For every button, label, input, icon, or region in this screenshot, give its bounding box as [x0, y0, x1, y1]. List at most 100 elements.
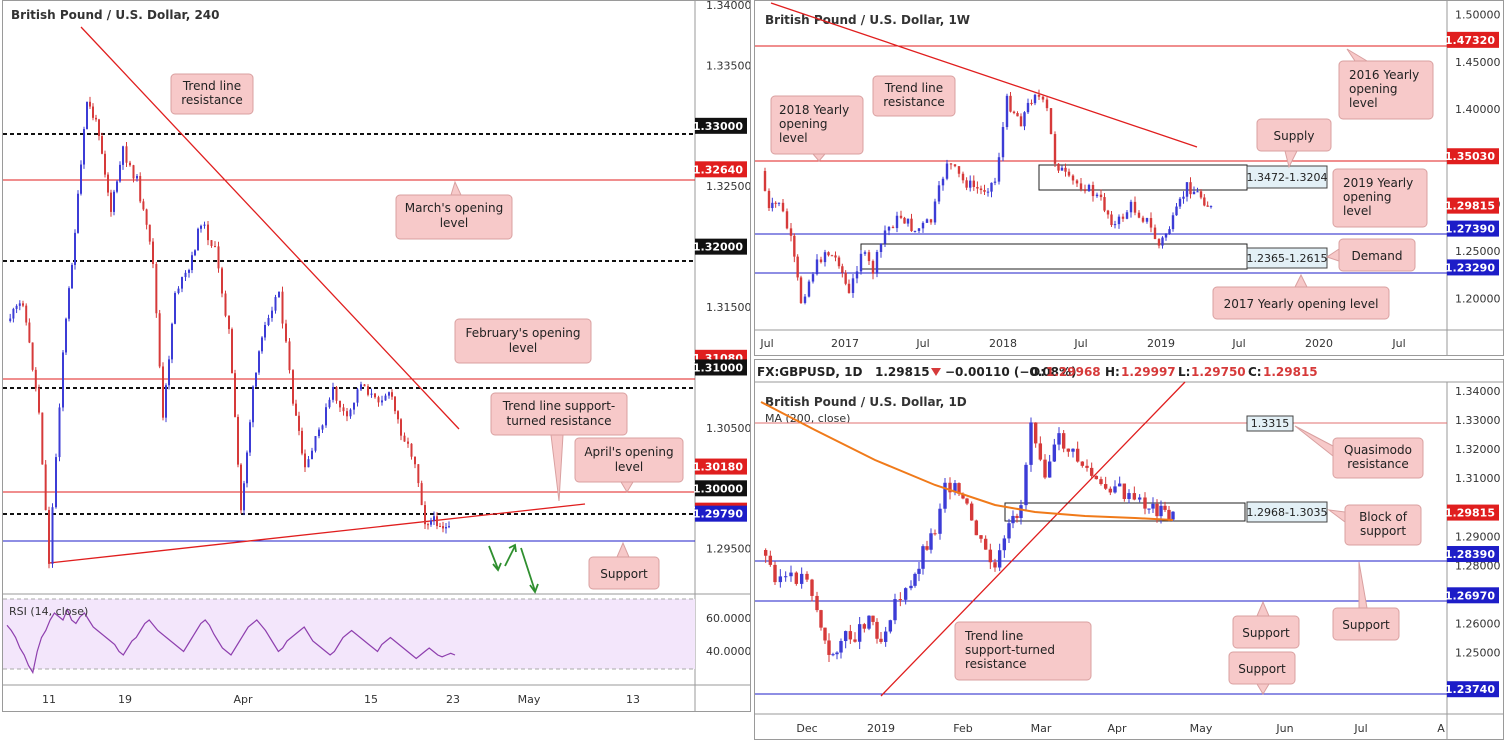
callout-trend-line-support[interactable]: Trend line support- turned resistance	[490, 392, 628, 502]
candle	[819, 256, 823, 264]
callout-supply[interactable]: Supply	[1256, 118, 1332, 169]
callout-line: level	[615, 460, 644, 474]
callout-support[interactable]: Support	[588, 541, 660, 590]
trend-line-resistance[interactable]	[80, 26, 460, 430]
candle	[328, 397, 331, 409]
candle	[168, 355, 170, 390]
chart-panel-h4[interactable]: British Pound / U.S. Dollar, 240 Trend l…	[2, 0, 751, 712]
candle	[224, 290, 227, 318]
callout-trend-line-resistance[interactable]: Trend line resistance	[170, 73, 254, 115]
candle	[949, 163, 953, 170]
candle	[1071, 448, 1075, 458]
price-label: 1.32640	[693, 161, 747, 178]
candle	[1185, 182, 1189, 202]
trend-line-support-resistance[interactable]	[48, 503, 586, 564]
candle	[107, 172, 109, 197]
candle	[957, 166, 961, 178]
weekly-chart-svg[interactable]: British Pound / U.S. Dollar, 1W 1.3472-1…	[755, 1, 1504, 356]
candle	[1121, 213, 1125, 222]
callout-2017-open[interactable]: 2017 Yearly opening level	[1212, 273, 1390, 320]
svg-text:1.32640: 1.32640	[693, 163, 743, 176]
candle	[1067, 168, 1071, 178]
candle	[104, 150, 106, 178]
candle	[774, 201, 777, 208]
candle	[240, 463, 242, 514]
callout-2019-open[interactable]: 2019 Yearly opening level	[1332, 168, 1428, 228]
candle	[938, 503, 942, 540]
x-tick: Jul	[1353, 722, 1367, 735]
x-tick: Feb	[953, 722, 972, 735]
candle	[1089, 462, 1094, 479]
candle	[763, 548, 768, 563]
candle	[1141, 215, 1145, 224]
y-tick: 1.33500	[706, 59, 751, 72]
candle	[1049, 107, 1053, 135]
candle	[48, 506, 50, 569]
trend-line-support-resistance[interactable]	[880, 381, 1186, 697]
candle	[214, 241, 216, 248]
candle	[44, 460, 47, 511]
callout-line: resistance	[883, 95, 945, 109]
y-tick: 1.20000	[1455, 293, 1501, 306]
demand-zone[interactable]	[860, 243, 1248, 270]
candle	[332, 382, 334, 403]
callout-april-open[interactable]: April's opening level	[574, 437, 684, 493]
candle	[990, 182, 993, 198]
candle	[794, 571, 799, 586]
callout-2018-open[interactable]: 2018 Yearly opening level	[770, 95, 864, 162]
callout-march-open[interactable]: March's opening level	[395, 180, 513, 240]
candle	[983, 535, 988, 550]
open-value: 1.29968	[1046, 365, 1101, 379]
candle	[773, 561, 777, 585]
candle	[799, 567, 804, 589]
candle	[388, 391, 390, 399]
daily-chart-svg[interactable]: FX:GBPUSD, 1D 1.29815 −0.00110 (−0.08%) …	[755, 360, 1504, 740]
x-tick: May	[1190, 722, 1213, 735]
candle	[325, 403, 327, 428]
candle	[1001, 121, 1005, 162]
supply-zone[interactable]	[1038, 164, 1248, 191]
callout-support-a[interactable]: Support	[1232, 600, 1300, 649]
symbol-label: FX:GBPUSD, 1D	[757, 365, 862, 379]
chart-panel-weekly[interactable]: British Pound / U.S. Dollar, 1W 1.3472-1…	[754, 0, 1504, 356]
candle	[961, 171, 965, 184]
callout-support-b[interactable]: Support	[1332, 561, 1400, 641]
price-label: 1.28390	[1445, 546, 1499, 563]
candle	[174, 291, 176, 325]
candle	[965, 497, 969, 506]
low-value: 1.29750	[1191, 365, 1246, 379]
candle	[913, 230, 917, 233]
candle	[155, 261, 158, 318]
callout-support-c[interactable]: Support	[1228, 651, 1296, 695]
candle	[1094, 475, 1099, 480]
svg-text:1.29815: 1.29815	[1445, 507, 1495, 520]
candle	[1066, 448, 1071, 457]
candle	[925, 540, 929, 551]
callout-feb-open[interactable]: February's opening level	[454, 318, 592, 364]
callout-line: Trend line	[182, 79, 241, 93]
candle	[1157, 238, 1161, 249]
support-block[interactable]	[1004, 502, 1246, 522]
callout-block-support[interactable]: Block of support	[1327, 504, 1422, 546]
trend-line-resistance[interactable]	[770, 2, 1198, 148]
chart-panel-daily[interactable]: FX:GBPUSD, 1D 1.29815 −0.00110 (−0.08%) …	[754, 359, 1504, 740]
candle	[234, 369, 236, 418]
candle	[433, 511, 435, 525]
callout-quasimodo[interactable]: Quasimodo resistance	[1294, 425, 1424, 479]
candle	[867, 249, 871, 266]
callout-trend-line-resistance[interactable]: Trend line resistance	[872, 75, 956, 117]
candle	[1041, 95, 1045, 103]
candle	[903, 587, 908, 605]
callout-2016-open[interactable]: 2016 Yearly opening level	[1338, 48, 1434, 120]
h4-chart-svg[interactable]: British Pound / U.S. Dollar, 240 Trend l…	[3, 1, 751, 712]
candle	[424, 501, 426, 529]
callout-line: opening	[779, 117, 828, 131]
candle	[1011, 510, 1015, 529]
callout-trend-line[interactable]: Trend line support-turned resistance	[954, 621, 1092, 681]
callout-demand[interactable]: Demand	[1325, 238, 1416, 272]
svg-text:1.29790: 1.29790	[693, 508, 743, 521]
candle	[1019, 499, 1023, 525]
candle	[1095, 192, 1099, 198]
candle	[221, 266, 223, 298]
x-tick: Jun	[1275, 722, 1293, 735]
